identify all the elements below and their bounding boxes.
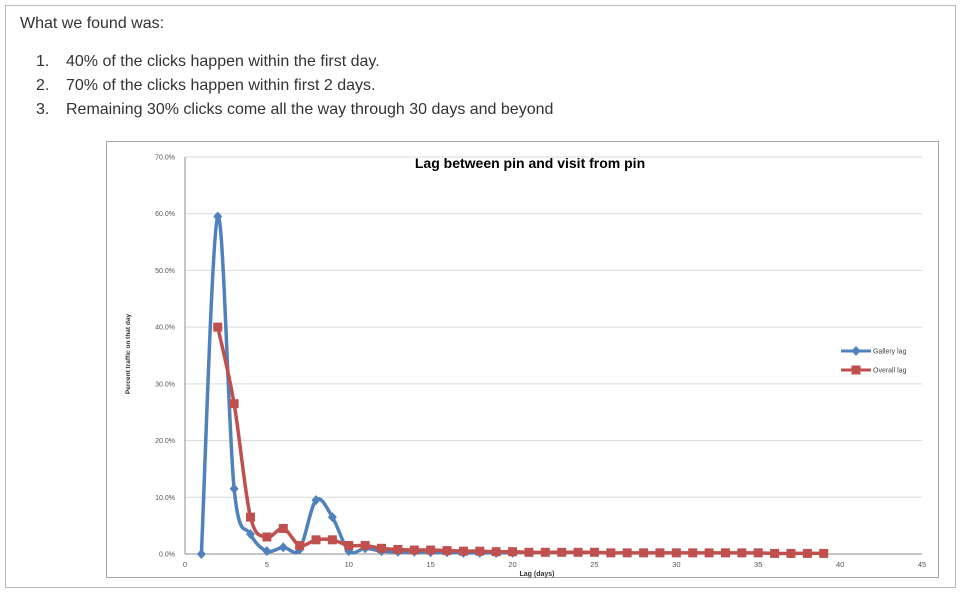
y-tick-label: 40.0% xyxy=(155,325,175,332)
overall-lag-point xyxy=(786,548,796,558)
finding-number: 3. xyxy=(36,101,50,118)
overall-lag-point xyxy=(262,532,272,542)
finding-item: 3. Remaining 30% clicks come all the way … xyxy=(36,98,553,122)
y-axis-label: Percent traffic on that day xyxy=(125,314,132,395)
overall-lag-point xyxy=(278,523,288,533)
grid-lines xyxy=(185,156,922,498)
y-tick-label: 60.0% xyxy=(155,211,175,218)
lag-chart: Lag between pin and visit from pin 0.0% 1… xyxy=(125,155,926,579)
gallery-lag-point xyxy=(229,483,239,494)
legend-entry-overall-lag: Overall lag xyxy=(841,365,907,375)
y-tick-label: 30.0% xyxy=(155,381,175,388)
x-tick-label: 35 xyxy=(754,560,762,569)
overall-lag-point xyxy=(589,547,599,557)
overall-lag-point xyxy=(770,548,780,558)
legend-entry-gallery-lag: Gallery lag xyxy=(841,346,907,356)
overall-lag-point xyxy=(573,547,583,557)
finding-text: 70% of the clicks happen within first 2 … xyxy=(66,77,376,94)
overall-lag-point xyxy=(606,548,616,558)
overall-lag-point xyxy=(671,548,681,558)
gallery-lag-point xyxy=(311,495,321,506)
finding-number: 2. xyxy=(36,77,50,94)
series-layer xyxy=(196,211,829,559)
x-tick-label: 25 xyxy=(590,560,598,569)
overall-lag-point xyxy=(557,547,567,557)
gallery-lag-point xyxy=(246,529,256,540)
overall-lag-point xyxy=(655,548,665,558)
overall-lag-point xyxy=(524,547,534,557)
x-tick-label: 10 xyxy=(345,560,353,569)
overall-lag-point xyxy=(311,535,321,545)
finding-text: 40% of the clicks happen within the firs… xyxy=(66,53,380,70)
legend: Gallery lag Overall lag xyxy=(841,346,907,375)
overall-lag-point xyxy=(720,548,730,558)
overall-lag-point xyxy=(426,545,436,555)
series-overall-lag xyxy=(213,322,829,558)
x-axis-ticks: 0 5 10 15 20 25 30 35 40 45 xyxy=(183,560,926,569)
overall-lag-point xyxy=(737,548,747,558)
gallery-lag-point xyxy=(327,512,337,523)
overall-lag-point xyxy=(819,548,829,558)
gallery-lag-point xyxy=(213,211,223,222)
legend-swatch-marker xyxy=(851,365,861,375)
chart-title: Lag between pin and visit from pin xyxy=(415,155,645,171)
x-tick-label: 5 xyxy=(265,560,269,569)
gallery-lag-point xyxy=(196,549,206,559)
x-tick-label: 0 xyxy=(183,560,187,569)
overall-lag-point xyxy=(295,540,305,550)
legend-label: Gallery lag xyxy=(873,349,907,356)
y-tick-label: 20.0% xyxy=(155,438,175,445)
chart-container: Lag between pin and visit from pin 0.0% 1… xyxy=(106,141,939,578)
overall-lag-point xyxy=(491,547,501,557)
overall-lag-point xyxy=(639,548,649,558)
axes xyxy=(184,157,922,555)
gallery-lag-point xyxy=(278,542,288,553)
findings-list: 1. 40% of the clicks happen within the fi… xyxy=(36,50,553,122)
overall-lag-point xyxy=(344,540,354,550)
x-tick-label: 30 xyxy=(672,560,680,569)
overall-lag-point xyxy=(360,540,370,550)
overall-lag-point xyxy=(753,548,763,558)
x-axis-label: Lag (days) xyxy=(519,571,554,578)
y-tick-label: 10.0% xyxy=(155,495,175,502)
y-axis-ticks: 0.0% 10.0% 20.0% 30.0% 40.0% 50.0% 60.0% 70.0% xyxy=(155,155,175,559)
overall-lag-point xyxy=(540,547,550,557)
overall-lag-point xyxy=(327,535,337,545)
x-tick-label: 15 xyxy=(426,560,434,569)
overall-lag-point xyxy=(213,322,223,332)
y-tick-label: 0.0% xyxy=(159,552,175,559)
overall-lag-point xyxy=(458,546,468,556)
y-tick-label: 70.0% xyxy=(155,155,175,162)
gallery-lag-point xyxy=(262,546,272,557)
overall-lag-point xyxy=(622,548,632,558)
finding-item: 1. 40% of the clicks happen within the fi… xyxy=(36,50,553,74)
intro-text: What we found was: xyxy=(20,15,165,32)
x-tick-label: 20 xyxy=(508,560,516,569)
overall-lag-point xyxy=(246,512,256,522)
overall-lag-point xyxy=(802,548,812,558)
overall-lag-point xyxy=(508,547,518,557)
legend-swatch-marker xyxy=(851,346,861,356)
overall-lag-point xyxy=(393,544,403,554)
overall-lag-point xyxy=(229,399,239,409)
overall-lag-point xyxy=(688,548,698,558)
overall-lag-point xyxy=(377,543,387,553)
overall-lag-point xyxy=(704,548,714,558)
finding-text: Remaining 30% clicks come all the way th… xyxy=(66,101,554,118)
y-tick-label: 50.0% xyxy=(155,268,175,275)
series-gallery-lag xyxy=(196,211,518,559)
x-tick-label: 40 xyxy=(836,560,844,569)
overall-lag-point xyxy=(442,546,452,556)
finding-item: 2. 70% of the clicks happen within first … xyxy=(36,74,553,98)
x-tick-label: 45 xyxy=(918,560,926,569)
overall-lag-point xyxy=(475,546,485,556)
finding-number: 1. xyxy=(36,53,50,70)
overall-lag-point xyxy=(409,545,419,555)
legend-label: Overall lag xyxy=(873,368,907,375)
